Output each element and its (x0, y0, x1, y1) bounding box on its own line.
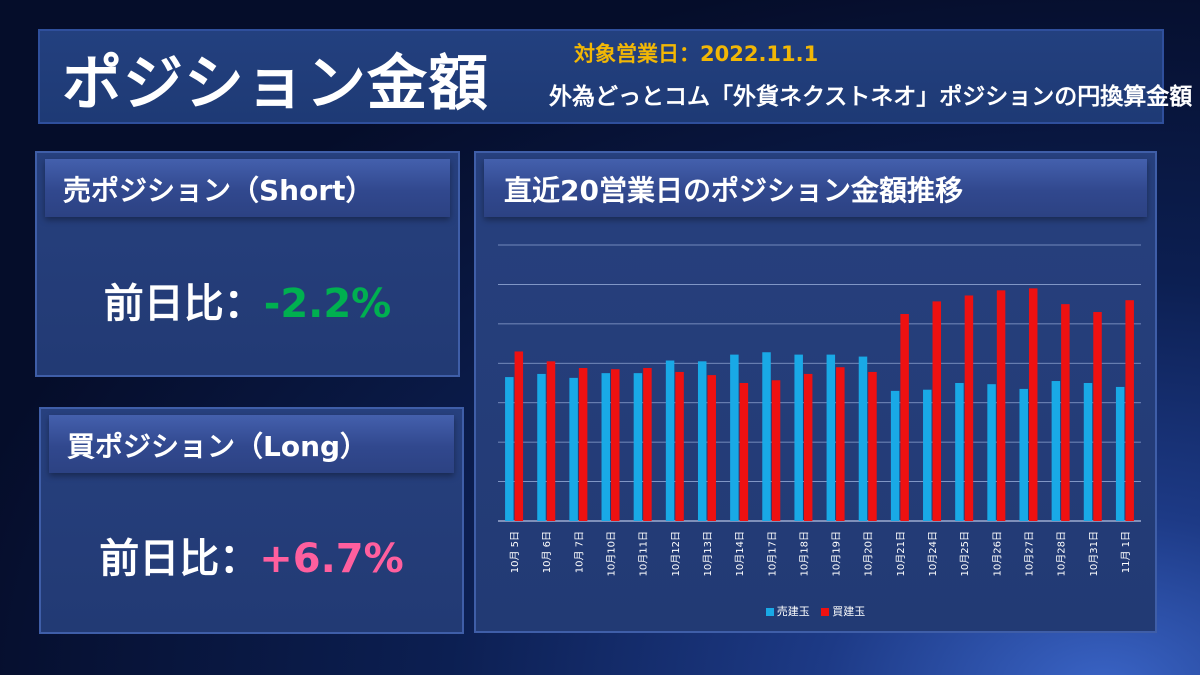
long-position-card: 買ポジション（Long） 前日比：+6.7% (39, 407, 464, 634)
header-banner: ポジション金額 対象営業日：2022.11.1 外為どっとコム「外貨ネクストネオ… (38, 29, 1192, 124)
x-tick-label: 10月24日 (927, 531, 939, 576)
x-tick-label: 10月 6日 (541, 531, 553, 573)
x-tick-label: 10月11日 (638, 531, 650, 576)
x-tick-label: 10月20日 (863, 531, 875, 576)
bar-short-16 (1019, 388, 1028, 521)
short-change-value: -2.2% (263, 281, 392, 327)
position-trend-chart-card: 直近20営業日のポジション金額推移 10月 5日 10月 6日 10月 7日 10月1… (474, 151, 1157, 633)
bar-long-7 (739, 383, 749, 521)
bar-chart: 10月 5日 10月 6日 10月 7日 10月10日 10月11日 10月12日 10月1… (498, 244, 1141, 576)
x-tick-label: 10月26日 (991, 531, 1003, 576)
legend-item-long: 買建玉 (821, 603, 865, 619)
x-tick-label: 10月 7日 (573, 531, 585, 573)
x-tick-label: 10月28日 (1056, 531, 1068, 576)
bar-long-17 (1061, 304, 1070, 521)
bar-short-12 (890, 390, 900, 521)
chart-legend: 売建玉 買建玉 (476, 603, 1155, 619)
bar-short-4 (633, 373, 643, 521)
x-tick-label: 10月27日 (1023, 531, 1035, 576)
legend-swatch-long (821, 608, 830, 616)
bar-long-10 (836, 367, 845, 521)
bar-short-9 (794, 354, 803, 521)
legend-swatch-short (765, 608, 774, 616)
bar-long-0 (514, 351, 524, 521)
long-change-value: +6.7% (259, 536, 404, 582)
business-date: 対象営業日：2022.11.1 (574, 42, 819, 66)
bar-long-12 (900, 314, 909, 521)
bar-long-15 (996, 290, 1006, 521)
bar-long-5 (675, 371, 684, 521)
bar-long-3 (611, 369, 620, 521)
bar-short-10 (826, 354, 836, 521)
short-card-header: 売ポジション（Short） (45, 159, 450, 217)
x-tick-label: 10月21日 (895, 531, 907, 576)
bar-short-0 (505, 377, 514, 521)
x-tick-label: 10月12日 (670, 531, 682, 576)
x-tick-label: 10月31日 (1088, 531, 1100, 576)
bar-short-5 (665, 360, 675, 521)
bar-long-4 (643, 368, 652, 521)
legend-label-long: 買建玉 (832, 605, 866, 618)
short-card-title: 売ポジション（Short） (63, 174, 374, 207)
x-tick-label: 10月17日 (766, 531, 778, 576)
bar-long-18 (1093, 312, 1102, 521)
bar-short-19 (1115, 386, 1125, 521)
bar-long-11 (868, 371, 877, 521)
bar-long-9 (803, 373, 813, 521)
chart-title: 直近20営業日のポジション金額推移 (504, 174, 963, 207)
bar-long-14 (964, 295, 974, 521)
x-tick-label: 10月10日 (606, 531, 618, 576)
bar-long-16 (1028, 288, 1038, 521)
bar-short-18 (1083, 383, 1093, 521)
legend-item-short: 売建玉 (765, 603, 810, 619)
long-card-header: 買ポジション（Long） (49, 415, 454, 473)
bar-short-14 (955, 383, 964, 521)
bar-long-13 (932, 301, 942, 521)
bar-short-3 (601, 373, 611, 521)
page-subtitle: 外為どっとコム「外貨ネクストネオ」ポジションの円換算金額 (549, 84, 1193, 110)
bar-long-19 (1125, 300, 1134, 521)
x-tick-label: 10月13日 (702, 531, 714, 576)
long-change-label: 前日比： (99, 536, 260, 582)
bar-short-13 (923, 389, 932, 521)
bar-short-2 (569, 377, 578, 521)
bar-short-6 (697, 361, 707, 521)
bar-long-2 (578, 368, 588, 521)
legend-label-short: 売建玉 (776, 605, 810, 618)
long-card-title: 買ポジション（Long） (67, 430, 369, 463)
x-tick-label: 10月 5日 (509, 531, 521, 573)
bar-short-11 (858, 356, 868, 521)
bar-short-1 (537, 373, 546, 521)
x-tick-label: 10月19日 (831, 531, 843, 576)
page-title: ポジション金額 (62, 49, 489, 119)
bar-long-6 (707, 375, 716, 521)
bar-short-15 (987, 384, 996, 521)
x-tick-label: 11月 1日 (1120, 531, 1132, 573)
short-change-row: 前日比：-2.2% (37, 271, 458, 329)
x-tick-label: 10月18日 (798, 531, 810, 576)
bar-short-8 (762, 352, 771, 521)
bar-long-8 (771, 380, 781, 521)
x-tick-label: 10月25日 (959, 531, 971, 576)
x-tick-label: 10月14日 (734, 531, 746, 576)
short-position-card: 売ポジション（Short） 前日比：-2.2% (35, 151, 460, 377)
chart-card-header: 直近20営業日のポジション金額推移 (484, 159, 1147, 217)
bar-long-1 (546, 361, 556, 521)
short-change-label: 前日比： (103, 281, 264, 327)
long-change-row: 前日比：+6.7% (41, 526, 462, 584)
bar-short-7 (730, 354, 739, 521)
bar-short-17 (1051, 381, 1061, 521)
